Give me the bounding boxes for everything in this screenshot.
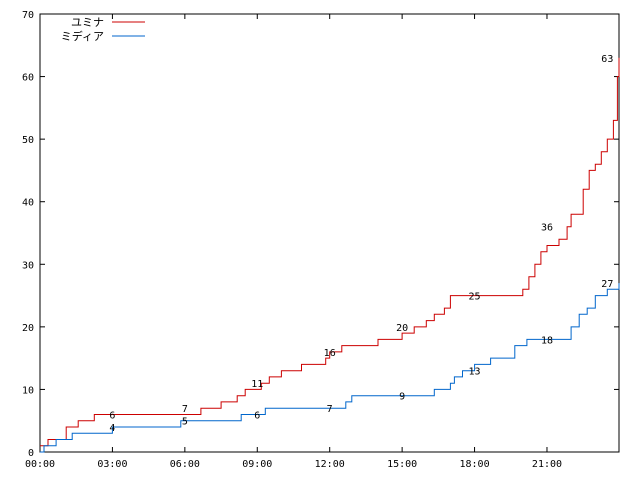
series-lines: [40, 57, 620, 453]
data-label: 13: [469, 367, 481, 378]
y-tick-label: 40: [22, 198, 34, 209]
legend-label: ミディア: [61, 29, 104, 43]
x-tick-label: 18:00: [459, 459, 489, 470]
data-label: 5: [182, 417, 188, 428]
data-label: 7: [182, 404, 188, 415]
legend-label: ユミナ: [71, 16, 104, 29]
x-tick-label: 12:00: [315, 459, 345, 470]
data-label: 27: [601, 279, 613, 290]
y-tick-label: 50: [22, 135, 34, 146]
data-label: 18: [541, 335, 553, 346]
data-label: 6: [109, 410, 115, 421]
x-tick-label: 21:00: [532, 459, 562, 470]
x-tick-label: 03:00: [97, 459, 127, 470]
data-label: 36: [541, 223, 553, 234]
data-label: 16: [324, 348, 336, 359]
plot-area-border: [39, 13, 620, 453]
data-label: 25: [469, 292, 481, 303]
y-tick-label: 60: [22, 73, 34, 84]
data-label: 63: [601, 54, 613, 65]
axis-ticks: 0 10 20 30 40 50 60 70 00:00 03:00 06:00 09:00 12:00…: [22, 10, 619, 470]
x-tick-label: 06:00: [170, 459, 200, 470]
data-labels: 6 7 11 16 20 25 36 63 4 5 6 7 9 13 18 27: [109, 54, 613, 434]
x-tick-label: 00:00: [25, 459, 55, 470]
y-tick-label: 0: [28, 448, 34, 459]
x-tick-label: 15:00: [387, 459, 417, 470]
data-label: 6: [254, 410, 260, 421]
series-line-1: [40, 283, 620, 453]
y-tick-label: 20: [22, 323, 34, 334]
data-label: 11: [251, 379, 263, 390]
data-label: 4: [109, 423, 115, 434]
data-label: 7: [327, 404, 333, 415]
data-label: 20: [396, 323, 408, 334]
x-tick-label: 09:00: [242, 459, 272, 470]
y-tick-label: 10: [22, 385, 34, 396]
series-line-0: [40, 57, 620, 447]
y-tick-label: 70: [22, 10, 34, 21]
y-tick-label: 30: [22, 260, 34, 271]
data-label: 9: [399, 392, 405, 403]
